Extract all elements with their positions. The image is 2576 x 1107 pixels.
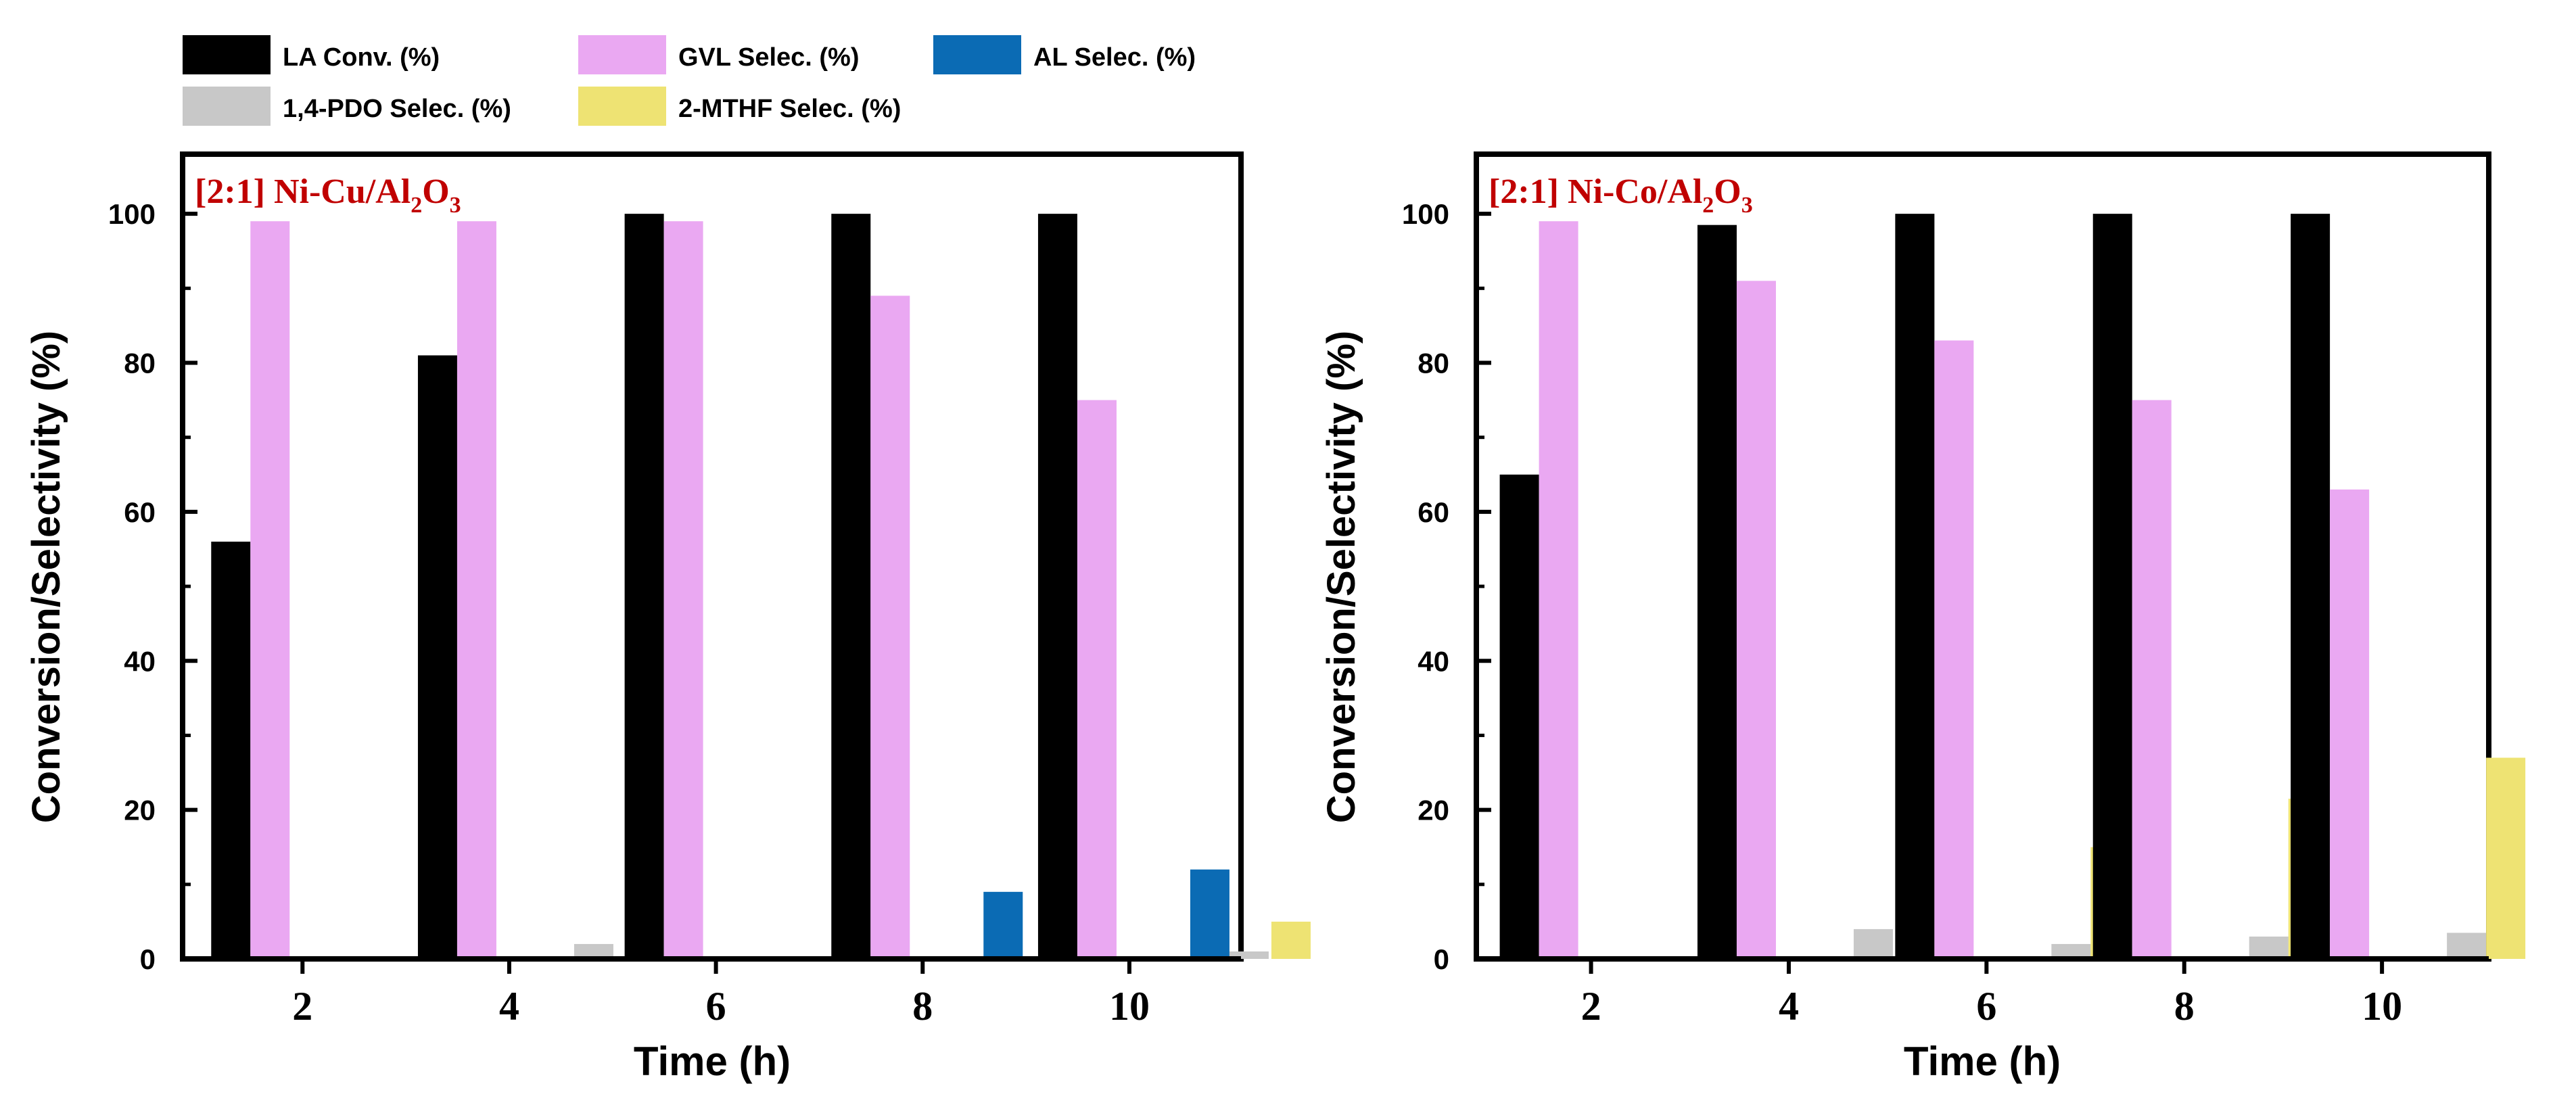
legend-swatch-la <box>183 35 271 74</box>
panel-label: [2:1] Ni-Cu/Al2O3 <box>195 172 461 218</box>
bar-gvl-2h <box>250 221 290 960</box>
x-tick-label: 2 <box>292 984 312 1029</box>
bar-la-4h <box>417 355 457 959</box>
y-axis-title: Conversion/Selectivity (%) <box>1319 331 1363 823</box>
legend-item-la: LA Conv. (%) <box>183 35 440 74</box>
legend-label-la: LA Conv. (%) <box>283 43 440 72</box>
legend: LA Conv. (%) GVL Selec. (%) AL Selec. (%) 1… <box>183 35 1196 126</box>
x-tick-label: 6 <box>1976 984 1996 1029</box>
bar-la-10h <box>2291 214 2331 959</box>
bar-gvl-4h <box>1736 281 1776 959</box>
legend-label-mthf: 2-MTHF Selec. (%) <box>678 95 901 123</box>
bar-group-10h <box>1037 214 1311 959</box>
bar-la-10h <box>1037 214 1077 959</box>
legend-swatch-gvl <box>578 35 666 74</box>
y-tick-label: 100 <box>1402 198 1449 230</box>
bar-group-8h <box>831 214 1104 960</box>
bar-la-6h <box>1895 214 1935 959</box>
x-tick-label: 4 <box>1779 984 1799 1029</box>
legend-swatch-al <box>933 35 1021 74</box>
x-axis-title: Time (h) <box>1904 1039 2061 1084</box>
bar-gvl-10h <box>2330 489 2370 959</box>
bar-gvl-6h <box>663 221 703 960</box>
y-tick-label: 60 <box>1418 496 1449 528</box>
bar-al-8h <box>983 891 1023 959</box>
bar-gvl-2h <box>1539 221 1578 960</box>
x-tick-label: 8 <box>2174 984 2195 1029</box>
bar-gvl-8h <box>2132 400 2172 959</box>
x-tick-label: 2 <box>1581 984 1601 1029</box>
bar-la-8h <box>831 214 871 959</box>
bar-pdo-10h <box>2447 933 2487 959</box>
x-tick-label: 10 <box>1109 984 1150 1029</box>
bar-la-6h <box>624 214 664 959</box>
bar-mthf-10h <box>2486 757 2526 959</box>
bar-gvl-10h <box>1077 400 1117 959</box>
x-tick-label: 4 <box>499 984 519 1029</box>
bar-group-6h <box>624 214 703 960</box>
legend-swatch-pdo <box>183 87 271 126</box>
bar-pdo-4h <box>1853 928 1893 959</box>
bar-la-8h <box>2092 214 2132 959</box>
legend-label-al: AL Selec. (%) <box>1033 43 1196 72</box>
y-tick-label: 60 <box>124 496 156 528</box>
bar-pdo-4h <box>573 943 613 959</box>
bar-group-2h <box>1499 221 1578 960</box>
bar-gvl-4h <box>456 221 496 960</box>
legend-item-gvl: GVL Selec. (%) <box>578 35 860 74</box>
bar-la-2h <box>211 541 251 959</box>
x-tick-label: 8 <box>912 984 933 1029</box>
chart-panel-ni-cu: 0 20 40 60 80 100 2 4 6 8 10 Time (h) Conversion/Sel… <box>24 151 1311 1084</box>
bar-mthf-10h <box>1271 921 1311 959</box>
y-axis-title: Conversion/Selectivity (%) <box>24 331 68 823</box>
y-tick-label: 0 <box>140 943 156 975</box>
legend-swatch-mthf <box>578 87 666 126</box>
bar-la-4h <box>1697 225 1737 960</box>
legend-item-mthf: 2-MTHF Selec. (%) <box>578 87 901 126</box>
x-tick-label: 6 <box>706 984 726 1029</box>
y-tick-label: 40 <box>1418 645 1449 677</box>
bar-group-4h <box>417 221 613 960</box>
y-tick-label: 100 <box>108 198 156 230</box>
bar-gvl-6h <box>1934 340 1974 959</box>
bar-gvl-8h <box>870 296 910 960</box>
bar-pdo-6h <box>2051 943 2091 959</box>
legend-label-pdo: 1,4-PDO Selec. (%) <box>283 95 511 123</box>
legend-item-al: AL Selec. (%) <box>933 35 1196 74</box>
y-tick-label: 0 <box>1434 943 1449 975</box>
y-tick-label: 40 <box>124 645 156 677</box>
bar-al-10h <box>1190 869 1230 959</box>
chart-panel-ni-co: 0 20 40 60 80 100 2 4 6 8 10 Time (h) Conversion/Sel… <box>1319 151 2526 1084</box>
panel-label: [2:1] Ni-Co/Al2O3 <box>1489 172 1753 218</box>
bar-group-6h <box>1895 214 2130 959</box>
bar-la-2h <box>1499 474 1539 959</box>
y-tick-label: 80 <box>1418 348 1449 379</box>
y-tick-label: 80 <box>124 348 156 379</box>
bar-pdo-8h <box>2249 936 2289 959</box>
legend-item-pdo: 1,4-PDO Selec. (%) <box>183 87 511 126</box>
legend-label-gvl: GVL Selec. (%) <box>678 43 860 72</box>
bar-pdo-10h <box>1229 951 1269 959</box>
y-tick-label: 20 <box>1418 795 1449 826</box>
y-tick-label: 20 <box>124 795 156 826</box>
bar-group-4h <box>1697 225 1893 960</box>
x-axis-title: Time (h) <box>634 1039 791 1084</box>
bar-group-2h <box>211 221 290 960</box>
bar-group-10h <box>2291 214 2526 959</box>
x-tick-label: 10 <box>2362 984 2402 1029</box>
